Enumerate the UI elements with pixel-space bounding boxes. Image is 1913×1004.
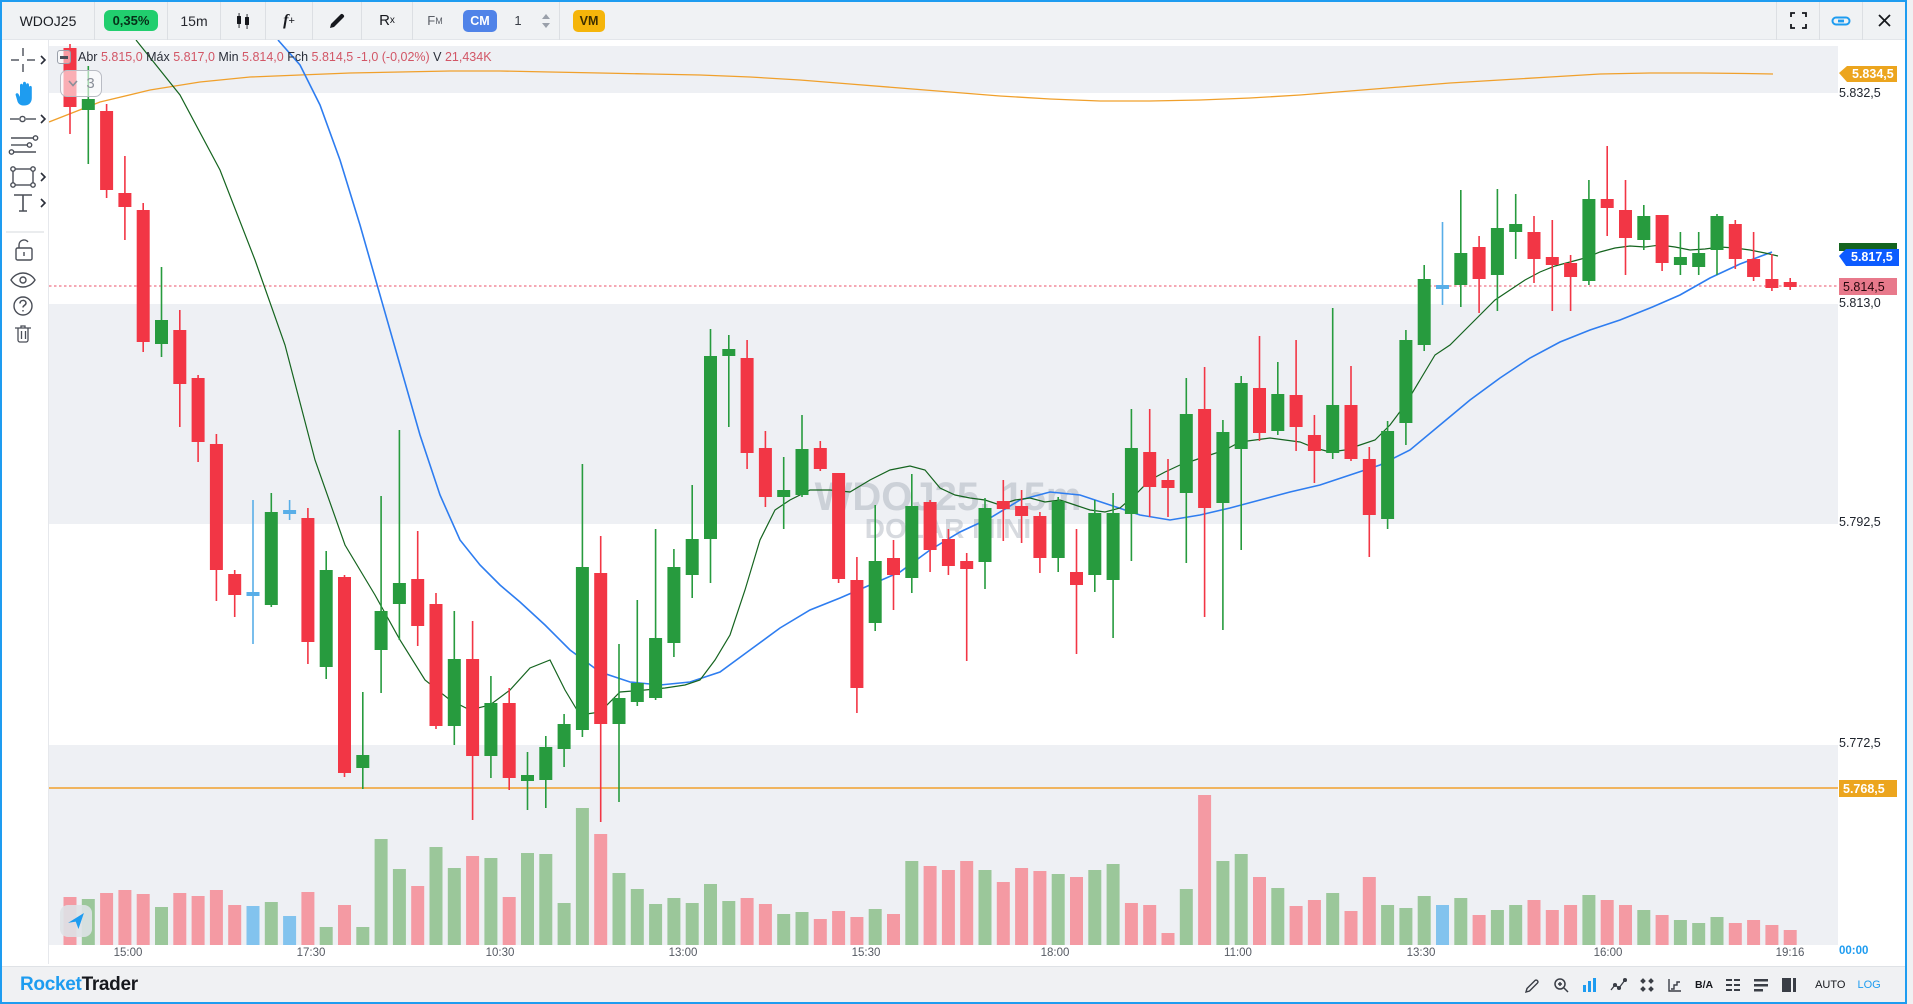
svg-text:5.834,5: 5.834,5 [1852,67,1894,81]
svg-text:5.817,5: 5.817,5 [1851,250,1893,264]
svg-text:WDOJ25, 15m: WDOJ25, 15m [815,475,1082,519]
svg-text:5.814,5: 5.814,5 [1843,280,1885,294]
svg-text:5.768,5: 5.768,5 [1843,782,1885,796]
